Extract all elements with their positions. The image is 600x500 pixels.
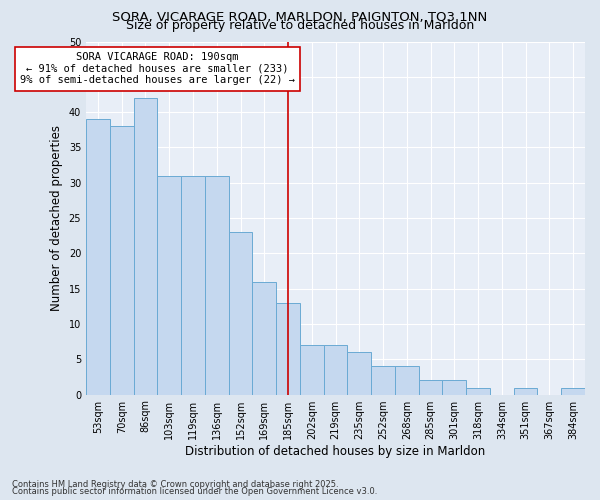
Text: Contains public sector information licensed under the Open Government Licence v3: Contains public sector information licen… <box>12 487 377 496</box>
Text: Contains HM Land Registry data © Crown copyright and database right 2025.: Contains HM Land Registry data © Crown c… <box>12 480 338 489</box>
Text: Size of property relative to detached houses in Marldon: Size of property relative to detached ho… <box>126 19 474 32</box>
Bar <box>229 232 253 394</box>
Bar <box>347 352 371 395</box>
Bar <box>86 119 110 394</box>
Bar <box>134 98 157 394</box>
X-axis label: Distribution of detached houses by size in Marldon: Distribution of detached houses by size … <box>185 444 485 458</box>
Bar <box>514 388 538 394</box>
Text: SORA, VICARAGE ROAD, MARLDON, PAIGNTON, TQ3 1NN: SORA, VICARAGE ROAD, MARLDON, PAIGNTON, … <box>112 10 488 23</box>
Bar <box>371 366 395 394</box>
Y-axis label: Number of detached properties: Number of detached properties <box>50 125 63 311</box>
Bar <box>157 176 181 394</box>
Bar <box>205 176 229 394</box>
Bar <box>395 366 419 394</box>
Bar <box>276 303 300 394</box>
Bar <box>181 176 205 394</box>
Bar <box>110 126 134 394</box>
Bar <box>419 380 442 394</box>
Bar <box>561 388 585 394</box>
Bar <box>323 345 347 395</box>
Bar <box>466 388 490 394</box>
Bar <box>300 345 323 395</box>
Bar <box>442 380 466 394</box>
Text: SORA VICARAGE ROAD: 190sqm
← 91% of detached houses are smaller (233)
9% of semi: SORA VICARAGE ROAD: 190sqm ← 91% of deta… <box>20 52 295 86</box>
Bar <box>253 282 276 395</box>
